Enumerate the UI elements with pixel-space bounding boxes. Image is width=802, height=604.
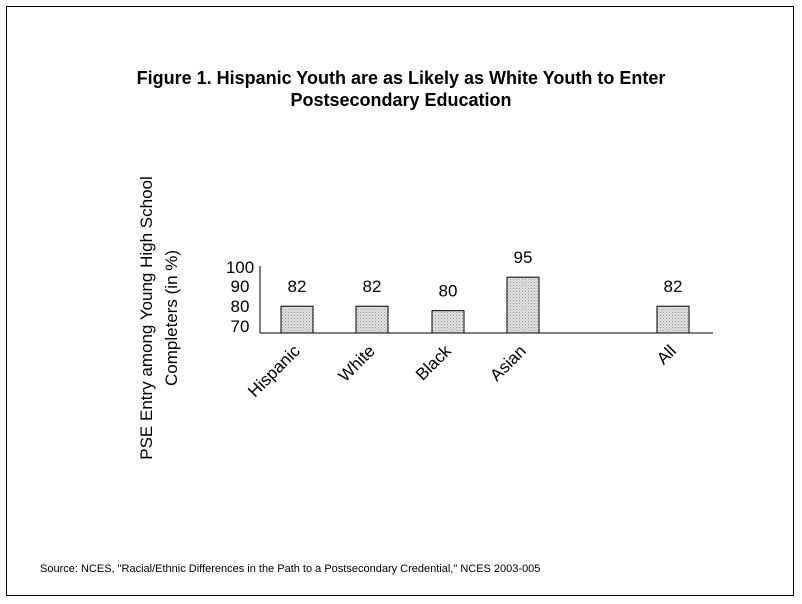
source-note: Source: NCES, "Racial/Ethnic Differences… (40, 563, 541, 575)
bar-all (656, 305, 690, 334)
y-tick-label: 70 (231, 317, 250, 336)
bar-hispanic (280, 305, 314, 334)
bar-white (355, 305, 389, 334)
y-tick-label: 100 (226, 258, 254, 277)
x-tick-label: All (653, 341, 680, 368)
value-label: 82 (363, 277, 382, 296)
chart-title-line-2: Postsecondary Education (290, 90, 512, 110)
chart-title-line-1: Figure 1. Hispanic Youth are as Likely a… (136, 68, 666, 88)
x-tick-label: Black (412, 341, 455, 384)
x-tick-label: Hispanic (244, 341, 304, 401)
bar-black (431, 310, 465, 334)
chart-frame (6, 6, 794, 596)
y-tick-label: 90 (231, 277, 250, 296)
value-label: 82 (288, 277, 307, 296)
value-label: 82 (664, 277, 683, 296)
value-label: 80 (439, 282, 458, 301)
bars-group: 82 Hispanic 82 White 80 Black 95 Asian 82 All (244, 248, 690, 401)
chart-title: Figure 1. Hispanic Youth are as Likely a… (0, 67, 802, 111)
y-tick-label: 80 (231, 297, 250, 316)
value-label: 95 (514, 248, 533, 267)
x-tick-label: White (335, 341, 379, 385)
bar-asian (506, 276, 540, 334)
y-axis-label-line-2: Completers (in %) (162, 250, 181, 386)
y-axis-label-line-1: PSE Entry among Young High School (137, 176, 156, 460)
x-tick-label: Asian (486, 341, 530, 385)
